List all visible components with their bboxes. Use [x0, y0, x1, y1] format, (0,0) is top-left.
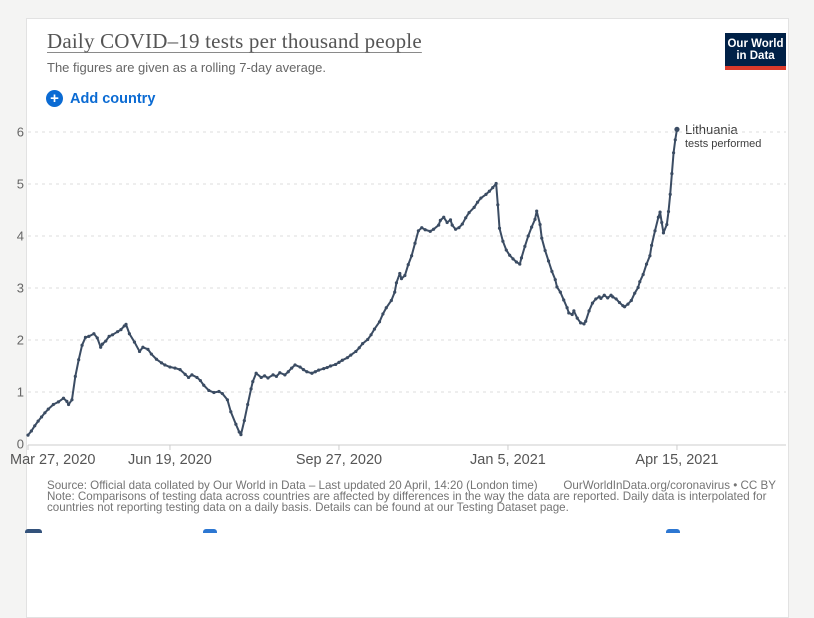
y-tick-label: 6: [17, 125, 24, 140]
chart-card: Daily COVID–19 tests per thousand people…: [26, 18, 789, 618]
owid-logo-line2: in Data: [736, 50, 775, 62]
add-country-button[interactable]: + Add country: [43, 87, 158, 110]
y-tick-label: 1: [17, 385, 24, 400]
cutoff-control-right[interactable]: [666, 529, 680, 533]
cutoff-control-left[interactable]: [25, 529, 42, 533]
chart-footer: Source: Official data collated by Our Wo…: [47, 479, 776, 514]
owid-logo-line1: Our World: [727, 38, 784, 50]
y-tick-label: 4: [17, 229, 24, 244]
chart-subtitle: The figures are given as a rolling 7-day…: [47, 60, 326, 75]
source-text: Source: Official data collated by Our Wo…: [47, 479, 538, 492]
series-name: Lithuania: [685, 122, 738, 137]
note-text: Note: Comparisons of testing data across…: [47, 490, 767, 514]
add-country-label: Add country: [70, 90, 156, 107]
owid-logo[interactable]: Our World in Data: [725, 33, 786, 70]
series-sublabel: tests performed: [685, 138, 762, 150]
y-tick-label: 3: [17, 281, 24, 296]
y-tick-label: 0: [17, 437, 24, 452]
y-tick-label: 2: [17, 333, 24, 348]
y-tick-label: 5: [17, 177, 24, 192]
footer-link[interactable]: OurWorldInData.org/coronavirus • CC BY: [563, 479, 776, 492]
plus-circle-icon: +: [46, 90, 63, 107]
cutoff-control-middle[interactable]: [203, 529, 217, 533]
chart-title: Daily COVID–19 tests per thousand people: [47, 29, 422, 53]
series-label-lithuania: Lithuania tests performed: [685, 122, 762, 151]
